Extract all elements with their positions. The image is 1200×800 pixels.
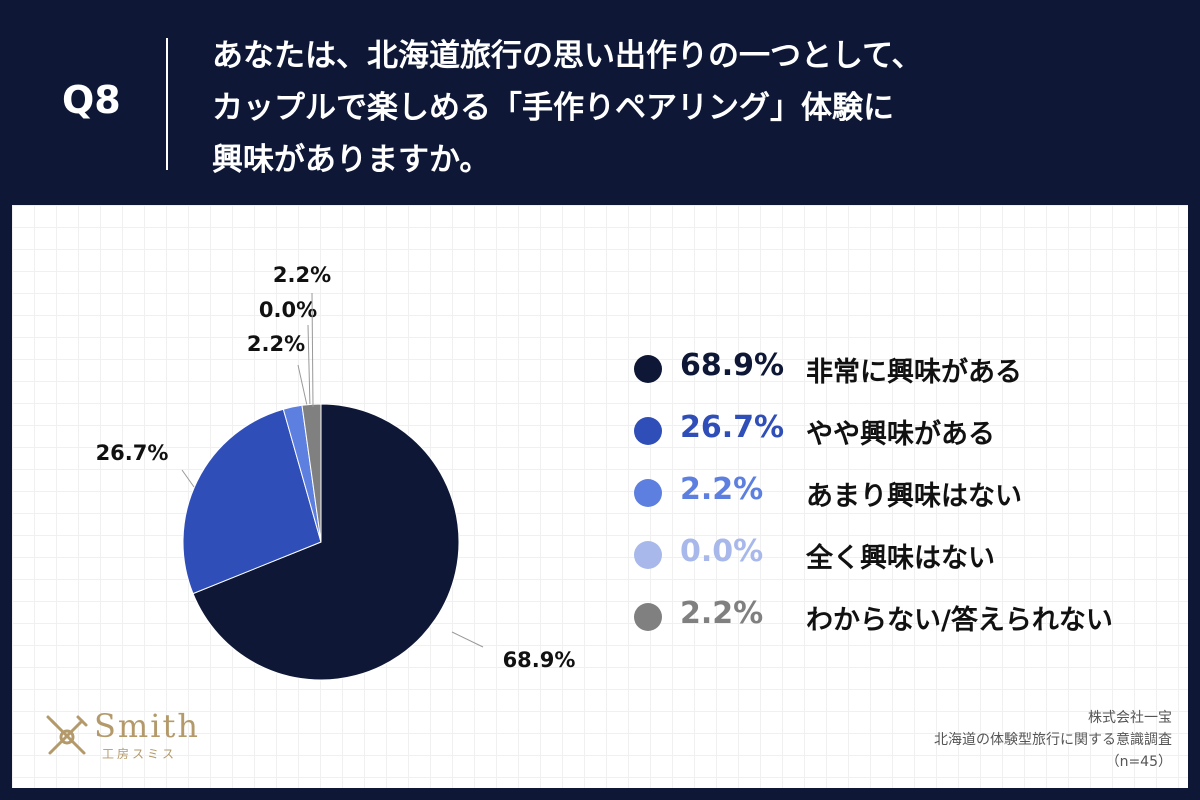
legend-label: やや興味がある: [806, 419, 995, 450]
question-line: あなたは、北海道旅行の思い出作りの一つとして、: [212, 38, 923, 74]
legend-item: 2.2% わからない/答えられない: [622, 593, 1182, 655]
data-label: 68.9%: [503, 648, 576, 672]
legend-label: 全く興味はない: [806, 543, 995, 574]
leader-line: [311, 292, 314, 408]
legend-item: 2.2% あまり興味はない: [622, 469, 1182, 531]
question-line: カップルで楽しめる「手作りペアリング」体験に: [212, 90, 894, 126]
legend-percent: 68.9%: [680, 348, 785, 383]
source-company: 株式会社一宝: [1088, 710, 1172, 726]
question-text: あなたは、北海道旅行の思い出作りの一つとして、 カップルで楽しめる「手作りペアリ…: [212, 30, 1112, 186]
question-number: Q8: [62, 78, 121, 122]
source-survey: 北海道の体験型旅行に関する意識調査: [934, 732, 1172, 748]
legend-item: 0.0% 全く興味はない: [622, 531, 1182, 593]
legend-label: 非常に興味がある: [806, 357, 1022, 388]
legend-label: わからない/答えられない: [806, 605, 1113, 636]
legend-dot: [634, 417, 662, 445]
chart-card: 68.9% 26.7% 2.2% 0.0% 2.2% 68.9% 非常に興味がある 26…: [12, 205, 1188, 788]
pie-slice: [192, 403, 460, 681]
data-label: 26.7%: [96, 441, 169, 465]
pie-chart: 68.9% 26.7% 2.2% 0.0% 2.2%: [96, 263, 576, 681]
legend: 68.9% 非常に興味がある 26.7% やや興味がある 2.2% あまり興味は…: [622, 345, 1182, 655]
source-note: 株式会社一宝 北海道の体験型旅行に関する意識調査 （n=45）: [934, 707, 1172, 773]
header: Q8 あなたは、北海道旅行の思い出作りの一つとして、 カップルで楽しめる「手作り…: [0, 0, 1200, 205]
crossed-tools-icon: [46, 715, 88, 755]
header-divider: [166, 38, 168, 170]
leader-line: [451, 631, 484, 648]
legend-label: あまり興味はない: [806, 481, 1022, 512]
legend-dot: [634, 603, 662, 631]
legend-dot: [634, 541, 662, 569]
data-label: 0.0%: [259, 298, 317, 322]
legend-dot: [634, 355, 662, 383]
logo-wordmark: Smith: [94, 707, 200, 745]
legend-percent: 2.2%: [680, 472, 764, 507]
data-label: 2.2%: [247, 332, 305, 356]
legend-item: 68.9% 非常に興味がある: [622, 345, 1182, 407]
smith-logo: Smith 工房スミス: [42, 705, 242, 765]
legend-percent: 0.0%: [680, 534, 764, 569]
pie-slice: [182, 408, 322, 595]
leader-line: [307, 324, 311, 409]
pie-slice: [301, 403, 322, 543]
legend-item: 26.7% やや興味がある: [622, 407, 1182, 469]
leader-line: [181, 469, 195, 488]
source-sample: （n=45）: [1105, 754, 1172, 770]
legend-percent: 26.7%: [680, 410, 785, 445]
data-label: 2.2%: [273, 263, 331, 287]
leader-line: [297, 364, 309, 411]
logo-subtitle: 工房スミス: [102, 747, 178, 761]
legend-dot: [634, 479, 662, 507]
question-line: 興味がありますか。: [212, 142, 491, 178]
legend-percent: 2.2%: [680, 596, 764, 631]
